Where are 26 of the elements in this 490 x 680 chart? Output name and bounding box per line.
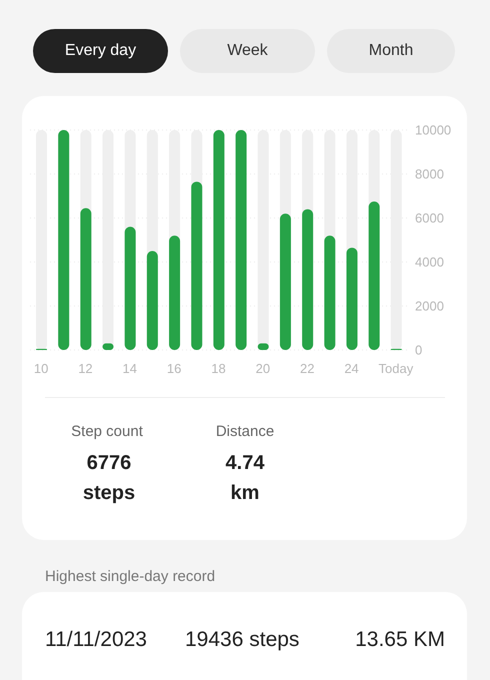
tab-button: Month: [327, 29, 455, 73]
text: Step count: [70, 423, 144, 440]
text: Highest single-day record: [45, 568, 216, 585]
x-tick-label: 14: [122, 361, 138, 376]
x-tick-label: Today: [378, 361, 414, 376]
text: 13.65 KM: [355, 628, 445, 652]
text: Distance: [214, 423, 276, 440]
tab-button: Week: [180, 29, 315, 73]
y-tick-label: 0: [415, 342, 422, 358]
text: 4.74 km: [224, 451, 266, 506]
y-tick-label: 10000: [415, 122, 452, 138]
y-tick-label: 6000: [415, 210, 444, 226]
y-tick-label: 2000: [415, 298, 444, 314]
x-tick-label: 12: [78, 361, 93, 376]
x-tick-label: 10: [34, 361, 48, 376]
text: 6776 steps: [82, 451, 136, 506]
y-tick-label: 8000: [415, 166, 444, 182]
tab-button: Every day: [33, 29, 168, 73]
x-tick-label: 18: [211, 361, 226, 376]
x-tick-label: 20: [256, 361, 270, 376]
text: 11/11/2023: [45, 628, 147, 652]
text: 19436 steps: [185, 628, 300, 652]
x-tick-label: 16: [166, 361, 182, 376]
x-tick-label: 22: [300, 361, 314, 376]
y-tick-label: 4000: [415, 254, 444, 270]
x-tick-label: 24: [344, 361, 359, 376]
